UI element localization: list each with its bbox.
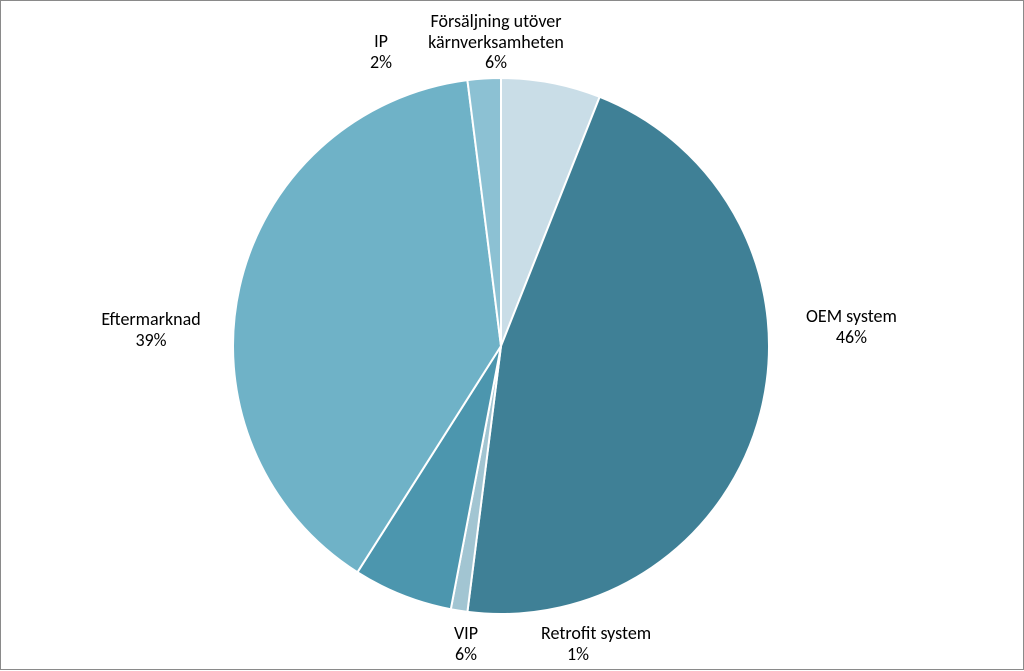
slice-label-text: OEM system: [806, 305, 897, 327]
slice-label-percent: 6%: [441, 644, 491, 665]
slice-label-percent: 6%: [371, 52, 621, 73]
slice-label-percent: 1%: [541, 644, 651, 665]
slice-label-text: IP: [374, 30, 388, 52]
slice-label-percent: 46%: [806, 327, 897, 348]
chart-frame: Försäljning utöverkärnverksamheten 6% OE…: [0, 0, 1024, 670]
slice-label-eftermarknad: Eftermarknad 39%: [61, 309, 241, 350]
slice-label-text: Försäljning utöverkärnverksamheten: [428, 10, 564, 53]
slice-label-ip: IP 2%: [361, 31, 401, 72]
slice-label-percent: 39%: [61, 330, 241, 351]
slice-label-retrofit: Retrofit system 1%: [541, 623, 651, 664]
slice-label-percent: 2%: [361, 52, 401, 73]
slice-label-text: Eftermarknad: [101, 308, 200, 330]
slice-label-text: VIP: [454, 622, 478, 644]
slice-label-vip: VIP 6%: [441, 623, 491, 664]
slice-label-oem: OEM system 46%: [806, 306, 897, 347]
slice-label-text: Retrofit system: [541, 622, 651, 644]
slice-label-forsaljning: Försäljning utöverkärnverksamheten 6%: [371, 11, 621, 73]
